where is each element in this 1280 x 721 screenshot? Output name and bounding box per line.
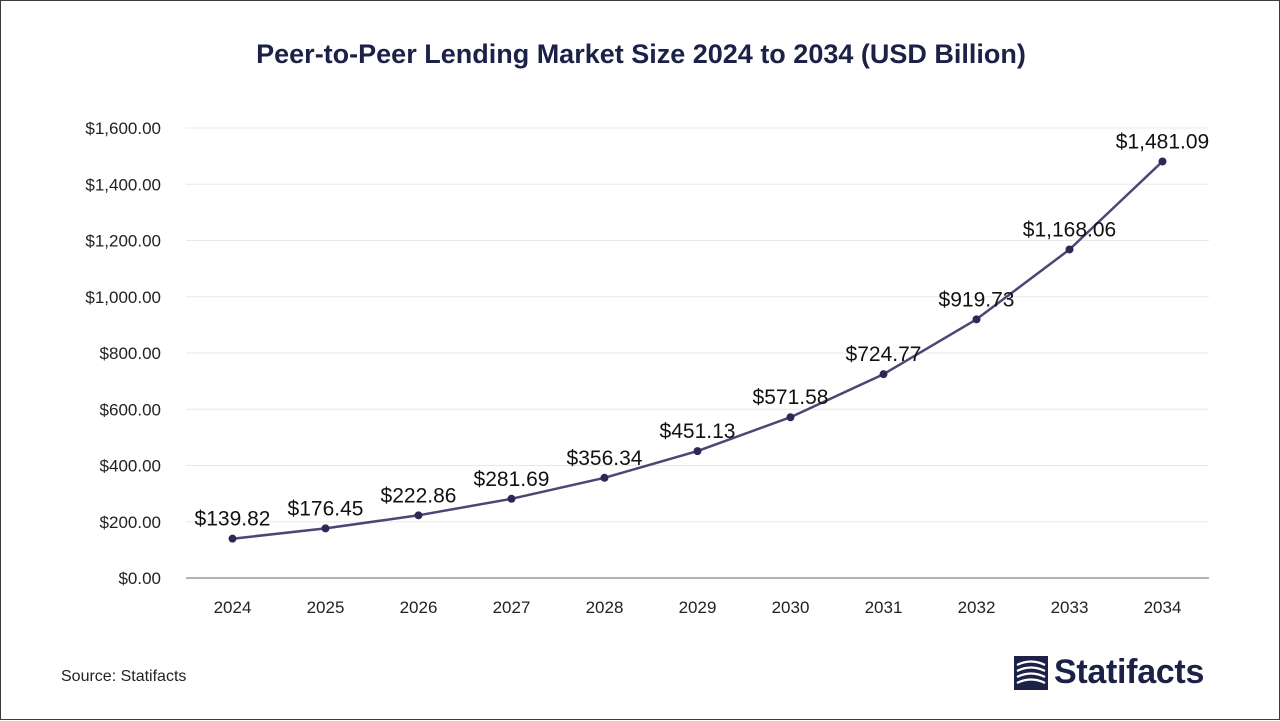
y-tick-label: $400.00	[100, 457, 161, 476]
y-tick-label: $200.00	[100, 513, 161, 532]
x-tick-label: 2033	[1051, 598, 1089, 617]
x-tick-label: 2024	[214, 598, 252, 617]
data-label: $571.58	[753, 386, 829, 409]
data-label: $1,168.06	[1023, 218, 1116, 241]
data-point	[414, 511, 423, 520]
y-tick-label: $600.00	[100, 400, 161, 419]
data-label: $281.69	[474, 468, 550, 491]
y-tick-label: $800.00	[100, 344, 161, 363]
data-point	[600, 473, 609, 482]
data-point	[228, 534, 237, 543]
data-label: $176.45	[288, 497, 364, 520]
x-tick-label: 2027	[493, 598, 531, 617]
logo-text: Statifacts	[1054, 653, 1205, 691]
x-tick-label: 2029	[679, 598, 717, 617]
data-label: $919.73	[939, 288, 1015, 311]
x-tick-label: 2032	[958, 598, 996, 617]
data-label: $139.82	[195, 508, 271, 531]
statifacts-logo-icon	[1014, 655, 1048, 690]
y-tick-label: $1,600.00	[85, 119, 161, 138]
x-tick-label: 2030	[772, 598, 810, 617]
data-label: $222.86	[381, 484, 457, 507]
data-point	[321, 524, 330, 533]
x-tick-label: 2034	[1144, 598, 1182, 617]
x-tick-label: 2025	[307, 598, 345, 617]
data-label: $724.77	[846, 343, 922, 366]
y-tick-label: $0.00	[118, 569, 161, 588]
data-point	[693, 447, 702, 456]
data-point	[972, 315, 981, 324]
x-tick-label: 2031	[865, 598, 903, 617]
data-point	[1158, 157, 1167, 166]
data-label: $356.34	[567, 447, 643, 470]
y-tick-label: $1,400.00	[85, 175, 161, 194]
data-point	[507, 494, 516, 503]
statifacts-logo: Statifacts	[1014, 653, 1204, 692]
y-tick-label: $1,000.00	[85, 288, 161, 307]
data-point	[1065, 245, 1074, 254]
data-point	[786, 413, 795, 422]
x-tick-label: 2028	[586, 598, 624, 617]
y-tick-label: $1,200.00	[85, 232, 161, 251]
x-tick-label: 2026	[400, 598, 438, 617]
data-label: $451.13	[660, 420, 736, 443]
chart-title: Peer-to-Peer Lending Market Size 2024 to…	[256, 39, 1026, 69]
data-point	[879, 370, 888, 379]
data-label: $1,481.09	[1116, 130, 1209, 153]
source-note: Source: Statifacts	[61, 668, 187, 685]
